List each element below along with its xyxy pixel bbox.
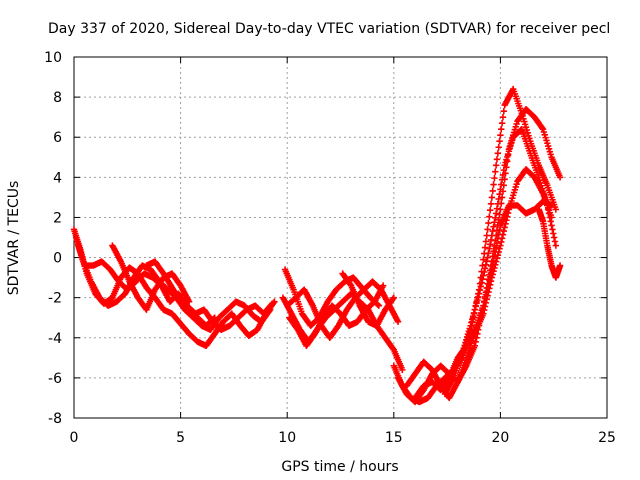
data-series-t11 (390, 85, 560, 406)
y-tick-label: -8 (48, 411, 62, 427)
y-tick-label: -6 (48, 371, 62, 387)
y-tick-label: 2 (53, 210, 62, 226)
chart-title: Day 337 of 2020, Sidereal Day-to-day VTE… (48, 21, 610, 37)
data-series-t8 (284, 278, 402, 341)
x-tick-label: 10 (278, 430, 296, 446)
data-series-t5 (143, 258, 218, 329)
y-tick-label: -4 (48, 331, 62, 347)
y-axis-label: SDTVAR / TECUs (6, 181, 22, 296)
grid-lines (74, 57, 607, 418)
data-series-t13 (403, 166, 555, 402)
y-tick-label: 8 (53, 90, 62, 106)
axis-ticks (73, 56, 608, 419)
data-series-t15 (441, 126, 560, 398)
x-tick-label: 5 (176, 430, 185, 446)
y-tick-labels: -8 -6 -4 -2 0 2 4 6 8 10 (44, 50, 62, 427)
y-tick-label: -2 (48, 291, 62, 307)
y-tick-label: 0 (53, 251, 62, 267)
x-axis-label: GPS time / hours (281, 459, 398, 475)
y-tick-label: 10 (44, 50, 62, 66)
data-series-t16 (535, 206, 564, 281)
y-tick-label: 4 (53, 170, 62, 186)
x-tick-labels: 0 5 10 15 20 25 (70, 430, 616, 446)
y-tick-label: 6 (53, 130, 62, 146)
x-tick-label: 20 (491, 430, 509, 446)
x-tick-label: 25 (598, 430, 616, 446)
x-tick-label: 15 (385, 430, 403, 446)
data-points (70, 85, 564, 406)
data-series-t10 (339, 270, 397, 329)
data-series-t12 (394, 105, 564, 406)
x-tick-label: 0 (70, 430, 79, 446)
